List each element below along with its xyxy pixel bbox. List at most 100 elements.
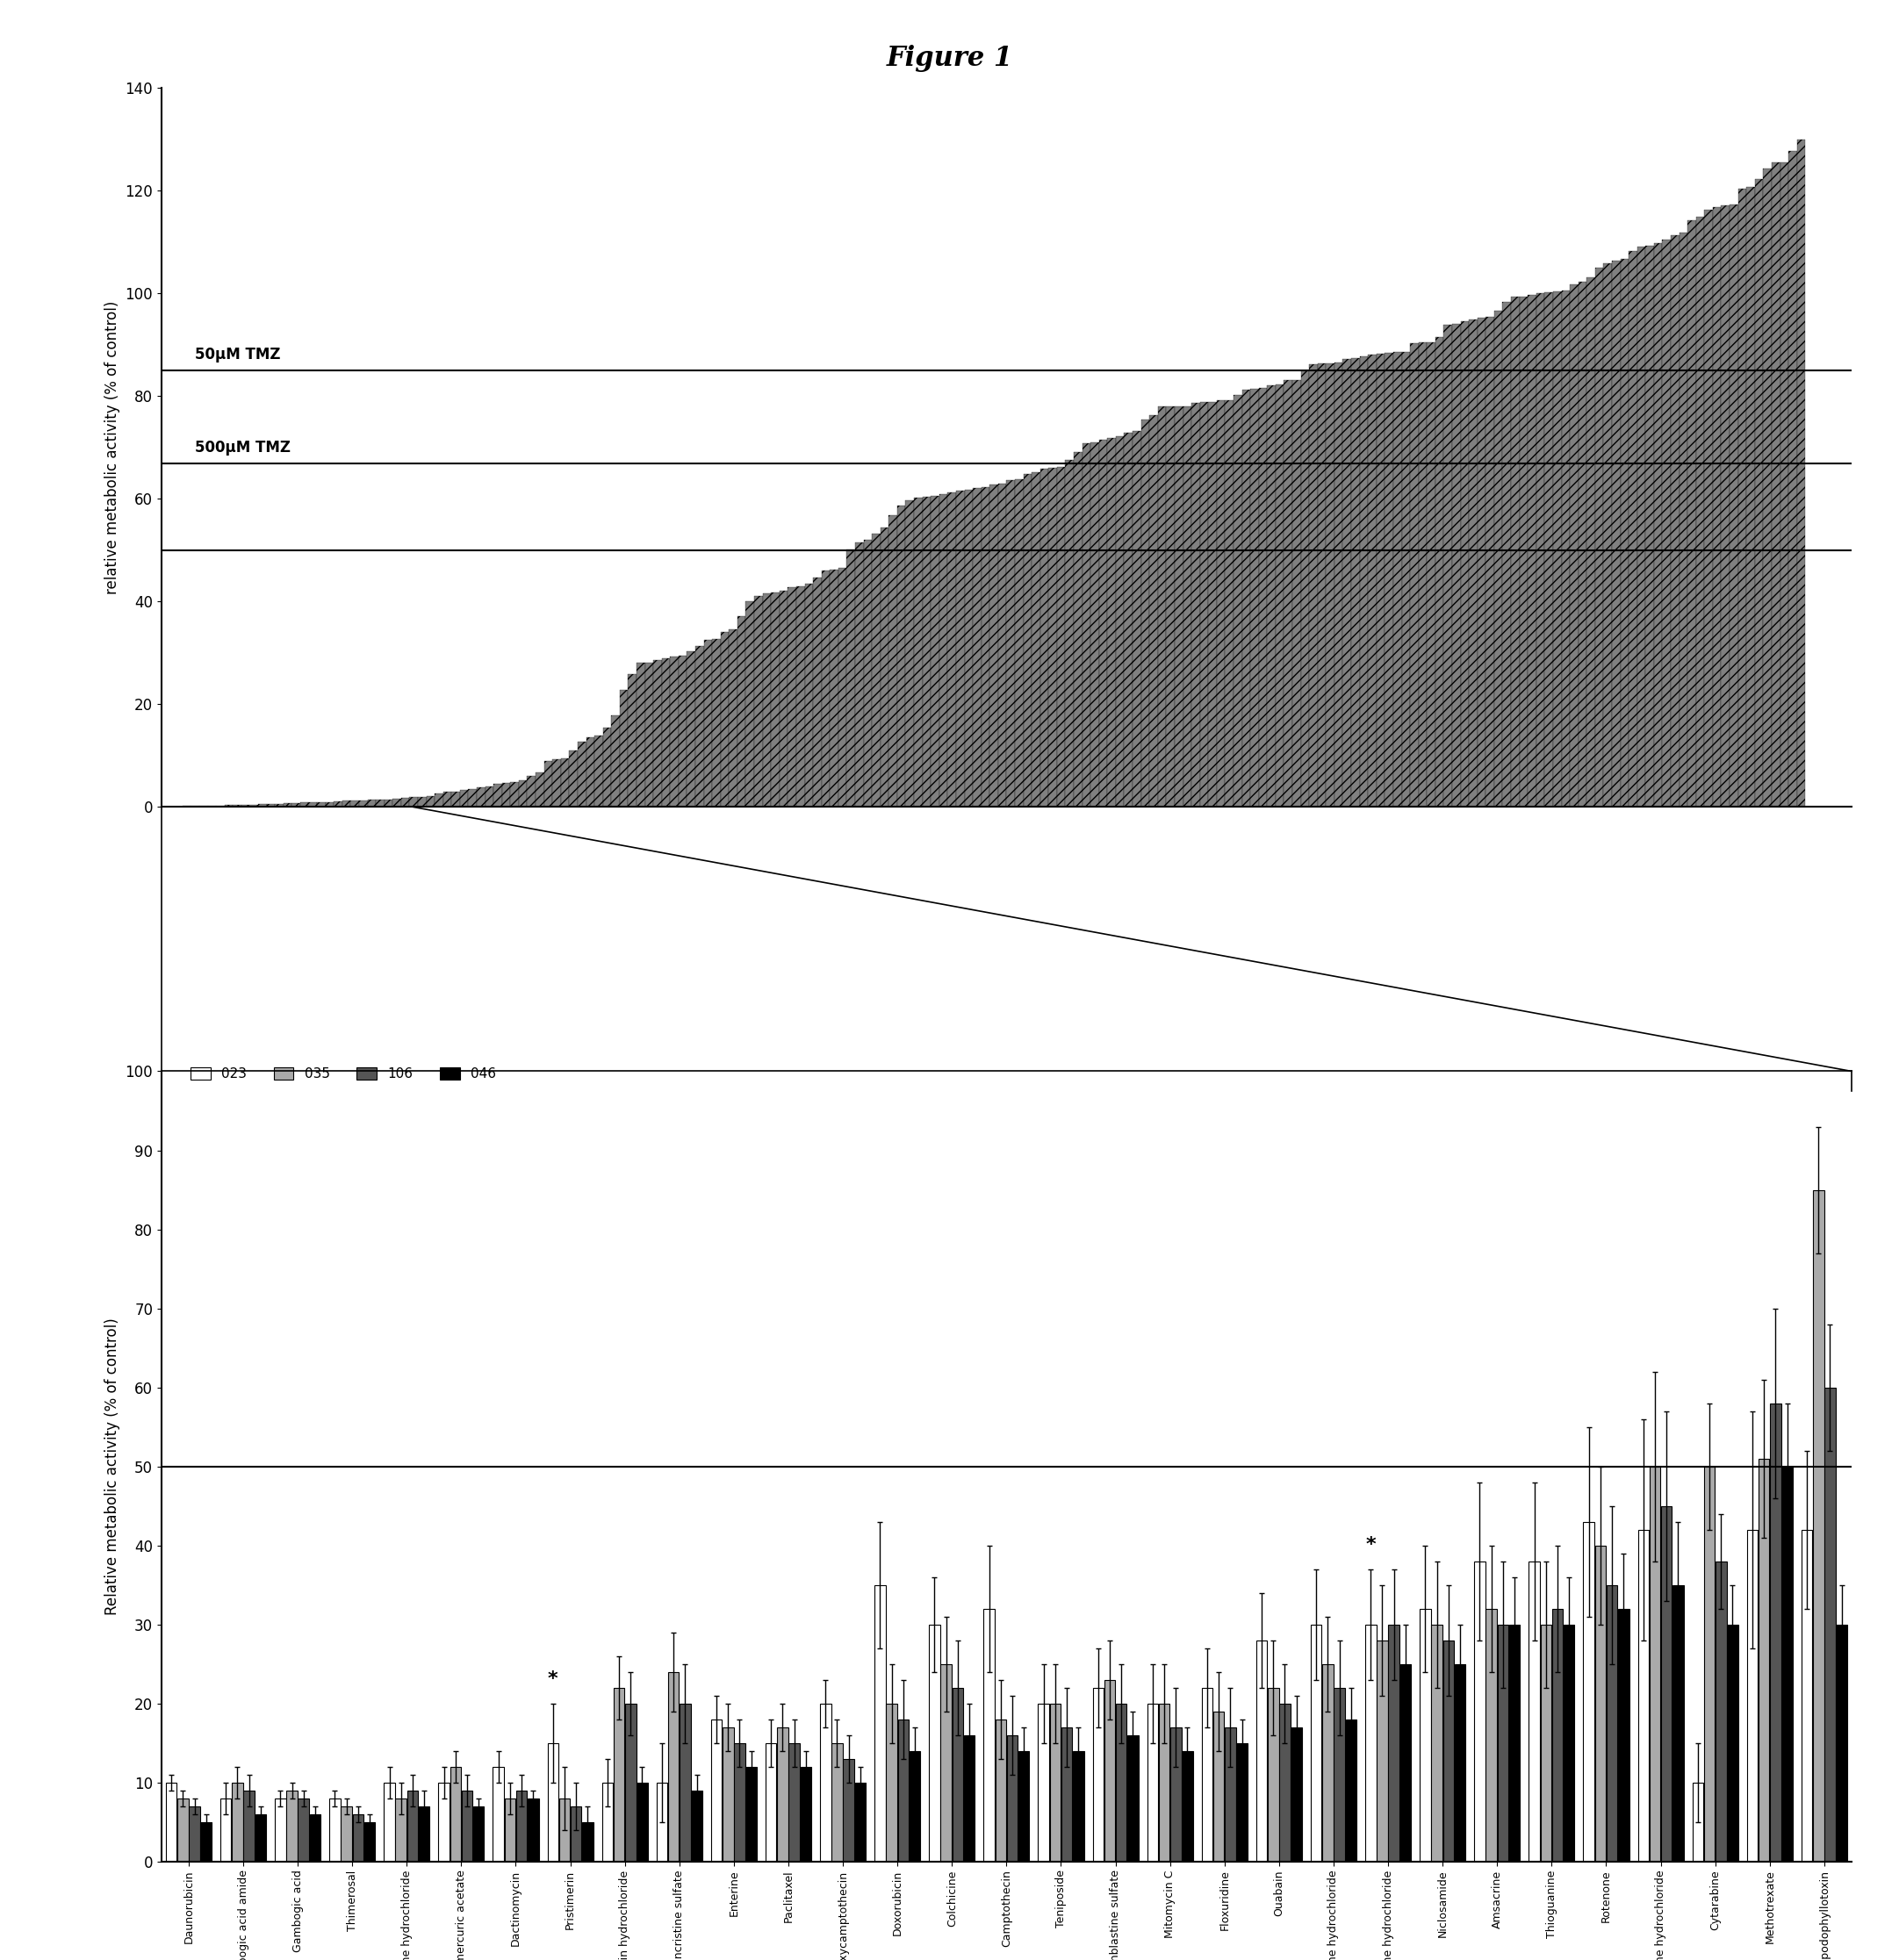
Bar bbox=[1570, 284, 1578, 808]
Bar bbox=[1802, 1531, 1812, 1862]
Bar bbox=[558, 1799, 570, 1862]
Bar bbox=[1770, 1403, 1781, 1862]
Bar bbox=[1225, 1727, 1236, 1862]
Bar bbox=[678, 657, 687, 808]
Bar bbox=[300, 804, 308, 808]
Bar bbox=[820, 1703, 832, 1862]
Bar bbox=[754, 596, 763, 808]
Bar bbox=[1234, 396, 1242, 808]
Bar bbox=[359, 802, 367, 808]
Bar bbox=[1495, 310, 1502, 808]
Bar bbox=[940, 1664, 951, 1862]
Bar bbox=[1259, 388, 1267, 808]
Y-axis label: relative metabolic activity (% of control): relative metabolic activity (% of contro… bbox=[104, 302, 120, 594]
Bar bbox=[553, 760, 560, 808]
Bar bbox=[1703, 1466, 1715, 1862]
Bar bbox=[1291, 1727, 1303, 1862]
Bar bbox=[511, 782, 518, 808]
Bar bbox=[1024, 474, 1031, 808]
Bar bbox=[528, 1799, 539, 1862]
Bar bbox=[1065, 461, 1073, 808]
Bar bbox=[1006, 1735, 1018, 1862]
Bar bbox=[1529, 296, 1536, 808]
Bar bbox=[1107, 437, 1117, 808]
Bar bbox=[1679, 233, 1688, 808]
Bar bbox=[1477, 318, 1485, 808]
Bar bbox=[1705, 210, 1713, 808]
Bar bbox=[473, 1807, 484, 1862]
Bar bbox=[1485, 318, 1495, 808]
Bar bbox=[308, 804, 317, 808]
Bar bbox=[1540, 1625, 1551, 1862]
Bar bbox=[365, 1823, 376, 1862]
Bar bbox=[661, 659, 670, 808]
Bar bbox=[1031, 472, 1041, 808]
Bar bbox=[1654, 243, 1662, 808]
Bar bbox=[653, 661, 661, 808]
Bar bbox=[796, 586, 805, 808]
Bar bbox=[1073, 453, 1082, 808]
Bar bbox=[771, 592, 779, 808]
Bar bbox=[1039, 1703, 1048, 1862]
Bar bbox=[1191, 404, 1200, 808]
Bar bbox=[1563, 1625, 1574, 1862]
Bar bbox=[1170, 1727, 1181, 1862]
Bar bbox=[583, 1823, 592, 1862]
Bar bbox=[1301, 370, 1308, 808]
Bar bbox=[1443, 325, 1453, 808]
Bar bbox=[822, 570, 830, 808]
Bar bbox=[501, 782, 511, 808]
Bar bbox=[1662, 239, 1671, 808]
Bar bbox=[1730, 204, 1738, 808]
Bar bbox=[735, 1742, 744, 1862]
Bar bbox=[1365, 1625, 1377, 1862]
Bar bbox=[1202, 1688, 1213, 1862]
Bar bbox=[1536, 292, 1544, 808]
Bar bbox=[602, 1784, 613, 1862]
Bar bbox=[1595, 267, 1603, 808]
Bar bbox=[1293, 380, 1301, 808]
Bar bbox=[813, 576, 822, 808]
Bar bbox=[1158, 406, 1166, 808]
Bar bbox=[1308, 365, 1318, 808]
Bar bbox=[1646, 245, 1654, 808]
Bar bbox=[965, 490, 972, 808]
Text: 500μM TMZ: 500μM TMZ bbox=[196, 439, 291, 455]
Bar bbox=[931, 496, 940, 808]
Bar bbox=[1715, 1562, 1726, 1862]
Bar bbox=[1720, 206, 1730, 808]
Bar bbox=[777, 1727, 788, 1862]
Bar bbox=[1367, 355, 1377, 808]
Bar bbox=[342, 1807, 351, 1862]
Bar bbox=[1453, 323, 1460, 808]
Bar bbox=[275, 1799, 287, 1862]
Bar bbox=[889, 515, 896, 808]
Bar bbox=[1326, 363, 1335, 808]
Y-axis label: Relative metabolic activity (% of control): Relative metabolic activity (% of contro… bbox=[104, 1317, 120, 1615]
Bar bbox=[668, 1672, 680, 1862]
Bar bbox=[232, 1784, 243, 1862]
Bar bbox=[1692, 1784, 1703, 1862]
Bar bbox=[1436, 337, 1443, 808]
Bar bbox=[799, 1768, 811, 1862]
Bar bbox=[384, 1784, 395, 1862]
Legend: 023, 035, 106, 046: 023, 035, 106, 046 bbox=[184, 1062, 501, 1086]
Bar bbox=[1149, 416, 1158, 808]
Bar bbox=[1432, 1625, 1443, 1862]
Bar bbox=[1578, 282, 1588, 808]
Bar bbox=[1181, 1752, 1193, 1862]
Bar bbox=[1352, 359, 1360, 808]
Bar bbox=[1394, 353, 1401, 808]
Bar bbox=[484, 786, 494, 808]
Bar bbox=[746, 1768, 758, 1862]
Bar bbox=[636, 662, 646, 808]
Bar bbox=[1618, 1609, 1629, 1862]
Bar bbox=[1781, 1466, 1793, 1862]
Bar bbox=[1588, 276, 1595, 808]
Bar bbox=[1814, 1190, 1823, 1862]
Bar bbox=[1553, 292, 1561, 808]
Bar bbox=[1041, 468, 1048, 808]
Bar bbox=[1242, 390, 1250, 808]
Bar bbox=[334, 802, 342, 808]
Bar bbox=[1603, 263, 1612, 808]
